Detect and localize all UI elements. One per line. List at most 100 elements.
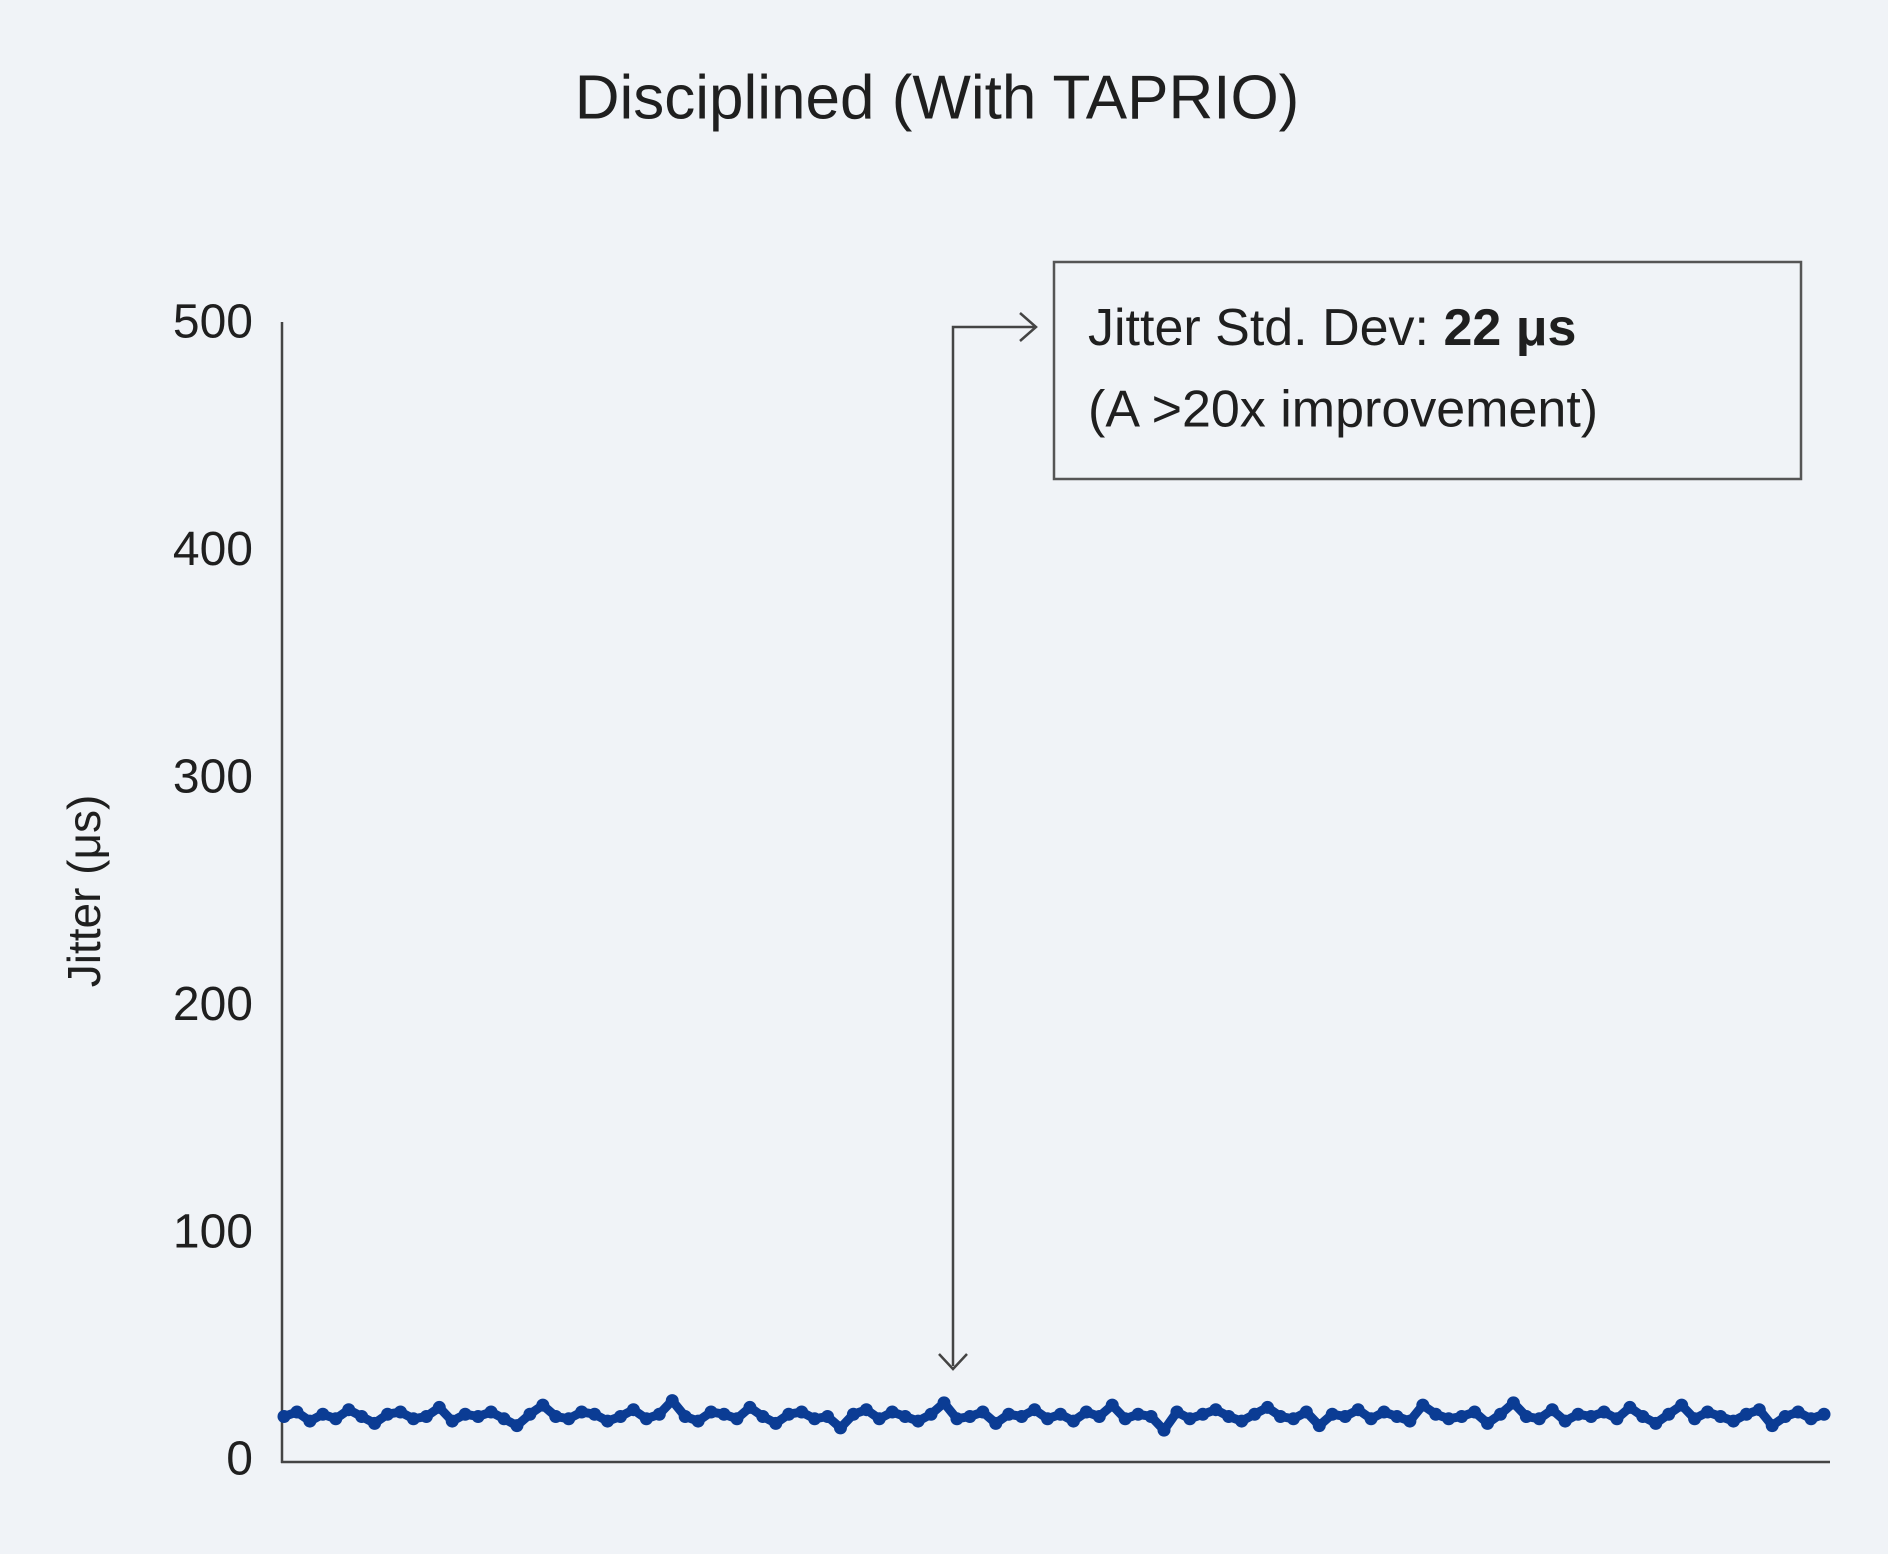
data-point: [1351, 1403, 1365, 1417]
data-point: [1532, 1412, 1546, 1426]
data-point: [1726, 1414, 1740, 1428]
data-point: [1364, 1412, 1378, 1426]
data-point: [1118, 1412, 1132, 1426]
data-point: [1325, 1407, 1339, 1421]
data-point: [1506, 1396, 1520, 1410]
data-point: [1649, 1416, 1663, 1430]
data-point: [859, 1403, 873, 1417]
data-point: [846, 1407, 860, 1421]
data-point: [368, 1416, 382, 1430]
data-point: [795, 1405, 809, 1419]
data-point: [1183, 1412, 1197, 1426]
data-point: [872, 1412, 886, 1426]
data-point: [911, 1414, 925, 1428]
data-point: [445, 1414, 459, 1428]
data-point: [613, 1410, 627, 1424]
annotation-line-1: Jitter Std. Dev: 22 μs: [1088, 299, 1576, 357]
data-point: [1571, 1407, 1585, 1421]
data-point: [833, 1421, 847, 1435]
annotation-label: Jitter Std. Dev:: [1088, 299, 1429, 357]
data-point: [1131, 1407, 1145, 1421]
data-point: [1092, 1410, 1106, 1424]
data-point: [626, 1403, 640, 1417]
data-point: [1804, 1412, 1818, 1426]
data-point: [1002, 1407, 1016, 1421]
data-point: [549, 1410, 563, 1424]
data-point: [976, 1405, 990, 1419]
data-point: [1558, 1414, 1572, 1428]
data-point: [1222, 1410, 1236, 1424]
data-point: [1765, 1419, 1779, 1433]
y-tick-label: 500: [173, 296, 253, 349]
y-tick-label: 100: [173, 1205, 253, 1258]
data-point: [885, 1405, 899, 1419]
data-point: [329, 1412, 343, 1426]
data-point: [1299, 1405, 1313, 1419]
data-point: [717, 1407, 731, 1421]
data-point: [1390, 1410, 1404, 1424]
data-point: [1701, 1405, 1715, 1419]
data-point: [1584, 1410, 1598, 1424]
y-tick-label: 400: [173, 523, 253, 576]
data-point: [989, 1416, 1003, 1430]
data-point: [756, 1410, 770, 1424]
data-point: [303, 1414, 317, 1428]
arrow-head: [1019, 312, 1038, 342]
data-point: [510, 1419, 524, 1433]
data-point: [393, 1405, 407, 1419]
data-point: [1455, 1410, 1469, 1424]
data-point: [1312, 1419, 1326, 1433]
data-point: [950, 1412, 964, 1426]
data-point: [652, 1407, 666, 1421]
data-point: [471, 1410, 485, 1424]
data-point: [924, 1407, 938, 1421]
data-point: [782, 1407, 796, 1421]
data-point: [1338, 1410, 1352, 1424]
data-point: [769, 1416, 783, 1430]
data-point: [639, 1412, 653, 1426]
data-point: [419, 1410, 433, 1424]
data-point: [808, 1412, 822, 1426]
data-point: [1817, 1407, 1831, 1421]
data-point: [1610, 1412, 1624, 1426]
data-point: [678, 1410, 692, 1424]
data-point: [1493, 1407, 1507, 1421]
data-point: [1481, 1416, 1495, 1430]
data-point: [406, 1412, 420, 1426]
data-point: [290, 1405, 304, 1419]
data-point: [1377, 1405, 1391, 1419]
annotation-value: 22 μs: [1443, 299, 1576, 357]
y-tick-label: 300: [173, 750, 253, 803]
data-point: [601, 1414, 615, 1428]
data-point: [588, 1407, 602, 1421]
data-point: [1403, 1414, 1417, 1428]
data-point: [1261, 1400, 1275, 1414]
data-point: [316, 1407, 330, 1421]
data-point: [277, 1410, 291, 1424]
data-point: [1688, 1412, 1702, 1426]
data-point: [1105, 1398, 1119, 1412]
data-point: [1079, 1405, 1093, 1419]
data-point: [704, 1405, 718, 1419]
data-point: [898, 1410, 912, 1424]
data-point: [1778, 1410, 1792, 1424]
data-point: [1739, 1407, 1753, 1421]
data-point: [1623, 1400, 1637, 1414]
data-point: [1196, 1407, 1210, 1421]
arrow-head: [938, 1353, 968, 1371]
data-point: [1157, 1423, 1171, 1437]
data-point: [497, 1412, 511, 1426]
data-point: [355, 1410, 369, 1424]
data-point: [1028, 1403, 1042, 1417]
data-point: [381, 1407, 395, 1421]
data-point: [1248, 1407, 1262, 1421]
chart-title: Disciplined (With TAPRIO): [575, 63, 1300, 132]
data-point: [730, 1412, 744, 1426]
data-point: [1170, 1405, 1184, 1419]
data-point: [691, 1414, 705, 1428]
data-point: [963, 1410, 977, 1424]
data-point: [1429, 1407, 1443, 1421]
data-point: [1519, 1410, 1533, 1424]
data-point: [458, 1407, 472, 1421]
